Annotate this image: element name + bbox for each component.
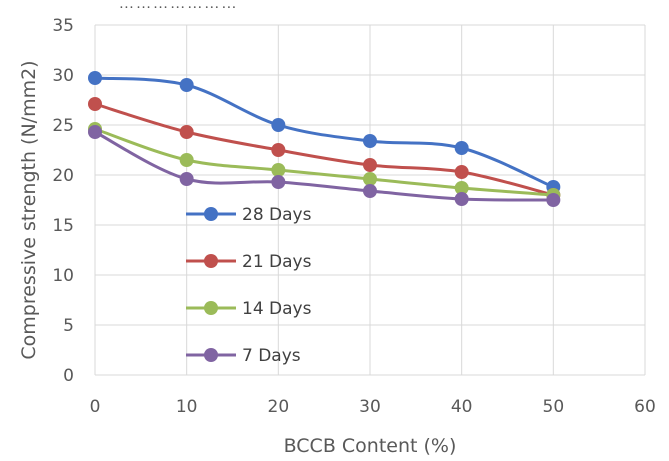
legend-label: 28 Days [242,205,312,225]
legend-item: 14 Days [186,299,312,319]
series-line [94,102,554,197]
x-tick-label: 30 [359,397,381,417]
y-tick-label: 35 [52,16,74,36]
data-point [271,118,286,132]
x-axis-tick-labels: 0 10 20 30 40 50 60 [90,397,656,417]
x-tick-label: 10 [176,397,198,417]
y-tick-label: 5 [63,316,74,336]
data-point [363,172,377,186]
legend-item: 7 Days [186,346,301,366]
legend-marker [204,207,218,221]
x-tick-label: 20 [268,397,290,417]
y-tick-label: 25 [52,116,74,136]
x-axis-title: BCCB Content (%) [284,435,457,457]
data-point [363,158,377,172]
y-tick-label: 20 [52,166,74,186]
data-point [271,143,286,157]
y-tick-label: 15 [52,216,74,236]
x-tick-label: 0 [90,397,101,417]
series-28-days [88,71,561,194]
legend-item: 28 Days [186,205,312,225]
data-point [454,192,469,206]
y-tick-label: 0 [63,366,74,386]
legend-marker [204,254,218,268]
series-line [94,130,554,202]
legend-marker [204,301,218,315]
series-lines [88,71,561,207]
caption-fragment: … … … … … … … [120,0,236,12]
data-point [88,97,102,111]
data-point [363,134,377,148]
series-7-days [88,125,561,207]
y-tick-label: 10 [52,266,74,286]
legend-label: 21 Days [242,252,312,272]
y-axis-tick-labels: 0 5 10 15 20 25 30 35 [52,16,74,386]
legend: 28 Days 21 Days 14 Days 7 Days [186,205,312,366]
data-point [363,184,377,198]
y-tick-label: 30 [52,66,74,86]
data-point [271,163,286,177]
data-point [454,165,469,179]
series-line [94,127,554,197]
data-point [179,153,194,167]
data-point [179,172,194,186]
data-point [454,181,469,195]
data-point [179,78,194,92]
data-point [271,175,286,189]
data-point [454,141,469,155]
x-tick-label: 40 [451,397,473,417]
legend-label: 7 Days [242,346,301,366]
data-point [179,125,194,139]
data-point [88,125,102,139]
x-tick-label: 50 [543,397,565,417]
gridlines [94,24,646,376]
legend-marker [204,348,218,362]
legend-item: 21 Days [186,252,312,272]
data-point [88,71,102,85]
x-tick-label: 60 [634,397,656,417]
data-point [546,193,561,207]
y-axis-title: Compressive strength (N/mm2) [18,60,40,359]
legend-label: 14 Days [242,299,312,319]
